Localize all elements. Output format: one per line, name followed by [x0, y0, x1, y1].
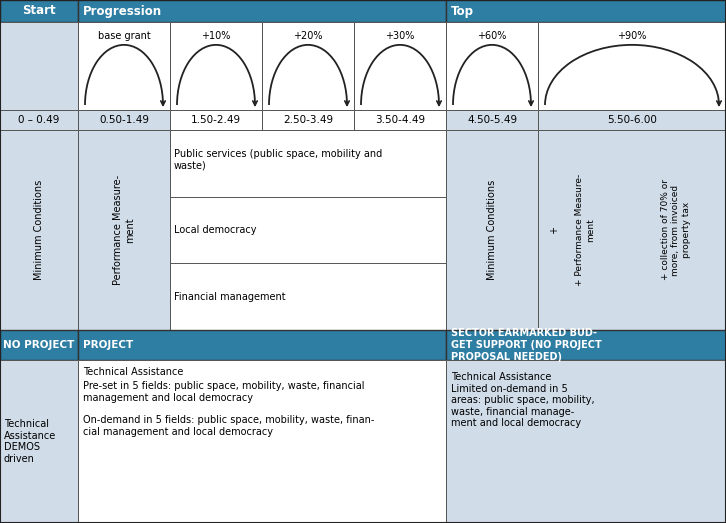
Text: +10%: +10% — [201, 31, 231, 41]
Text: +90%: +90% — [617, 31, 647, 41]
Text: 2.50-3.49: 2.50-3.49 — [283, 115, 333, 125]
Bar — [262, 110, 354, 130]
Text: + collection of 70% or
more, from invoiced
property tax: + collection of 70% or more, from invoic… — [661, 179, 690, 280]
Bar — [538, 130, 726, 330]
Bar — [170, 22, 262, 110]
Text: 5.50-6.00: 5.50-6.00 — [607, 115, 657, 125]
Text: Start: Start — [23, 5, 56, 17]
Text: Technical Assistance
Limited on-demand in 5
areas: public space, mobility,
waste: Technical Assistance Limited on-demand i… — [451, 372, 595, 428]
Text: Local democracy: Local democracy — [174, 225, 256, 235]
Text: 3.50-4.49: 3.50-4.49 — [375, 115, 425, 125]
Text: + Performance Measure-
ment: + Performance Measure- ment — [575, 174, 595, 286]
Text: +60%: +60% — [477, 31, 507, 41]
Text: Public services (public space, mobility and
waste): Public services (public space, mobility … — [174, 149, 383, 171]
Text: SECTOR EARMARKED BUD-
GET SUPPORT (NO PROJECT
PROPOSAL NEEDED): SECTOR EARMARKED BUD- GET SUPPORT (NO PR… — [451, 328, 602, 361]
Text: Performance Measure-
ment: Performance Measure- ment — [113, 175, 135, 285]
Text: Financial management: Financial management — [174, 291, 285, 301]
Bar — [446, 110, 538, 130]
Text: Pre-set in 5 fields: public space, mobility, waste, financial
management and loc: Pre-set in 5 fields: public space, mobil… — [83, 381, 364, 403]
Text: PROJECT: PROJECT — [83, 340, 134, 350]
Text: +30%: +30% — [386, 31, 415, 41]
Text: Progression: Progression — [83, 5, 162, 17]
Bar — [78, 22, 170, 110]
Bar — [0, 330, 78, 360]
Bar — [78, 360, 446, 523]
Bar — [78, 0, 446, 22]
Bar — [0, 360, 78, 523]
Text: 1.50-2.49: 1.50-2.49 — [191, 115, 241, 125]
Bar — [78, 130, 170, 330]
Text: Minimum Conditions: Minimum Conditions — [34, 180, 44, 280]
Bar — [446, 22, 538, 110]
Bar — [78, 330, 446, 360]
Bar — [0, 0, 78, 22]
Bar — [0, 110, 78, 130]
Bar — [170, 130, 446, 330]
Text: 0.50-1.49: 0.50-1.49 — [99, 115, 149, 125]
Bar — [262, 22, 354, 110]
Text: +20%: +20% — [293, 31, 323, 41]
Bar — [78, 110, 170, 130]
Text: 4.50-5.49: 4.50-5.49 — [467, 115, 517, 125]
Bar — [446, 0, 726, 22]
Text: Minimum Conditions: Minimum Conditions — [487, 180, 497, 280]
Text: NO PROJECT: NO PROJECT — [4, 340, 75, 350]
Bar — [0, 130, 78, 330]
Text: Top: Top — [451, 5, 474, 17]
Text: On-demand in 5 fields: public space, mobility, waste, finan-
cial management and: On-demand in 5 fields: public space, mob… — [83, 415, 375, 437]
Bar — [446, 130, 538, 330]
Bar — [354, 22, 446, 110]
Bar — [170, 110, 262, 130]
Text: Technical Assistance: Technical Assistance — [83, 367, 184, 377]
Bar — [446, 360, 726, 523]
Bar — [538, 22, 726, 110]
Text: base grant: base grant — [97, 31, 150, 41]
Bar — [354, 110, 446, 130]
Bar — [446, 330, 726, 360]
Text: Technical
Assistance
DEMOS
driven: Technical Assistance DEMOS driven — [4, 419, 56, 464]
Text: +: + — [549, 226, 559, 234]
Text: 0 – 0.49: 0 – 0.49 — [18, 115, 60, 125]
Bar — [0, 22, 78, 110]
Bar — [538, 110, 726, 130]
